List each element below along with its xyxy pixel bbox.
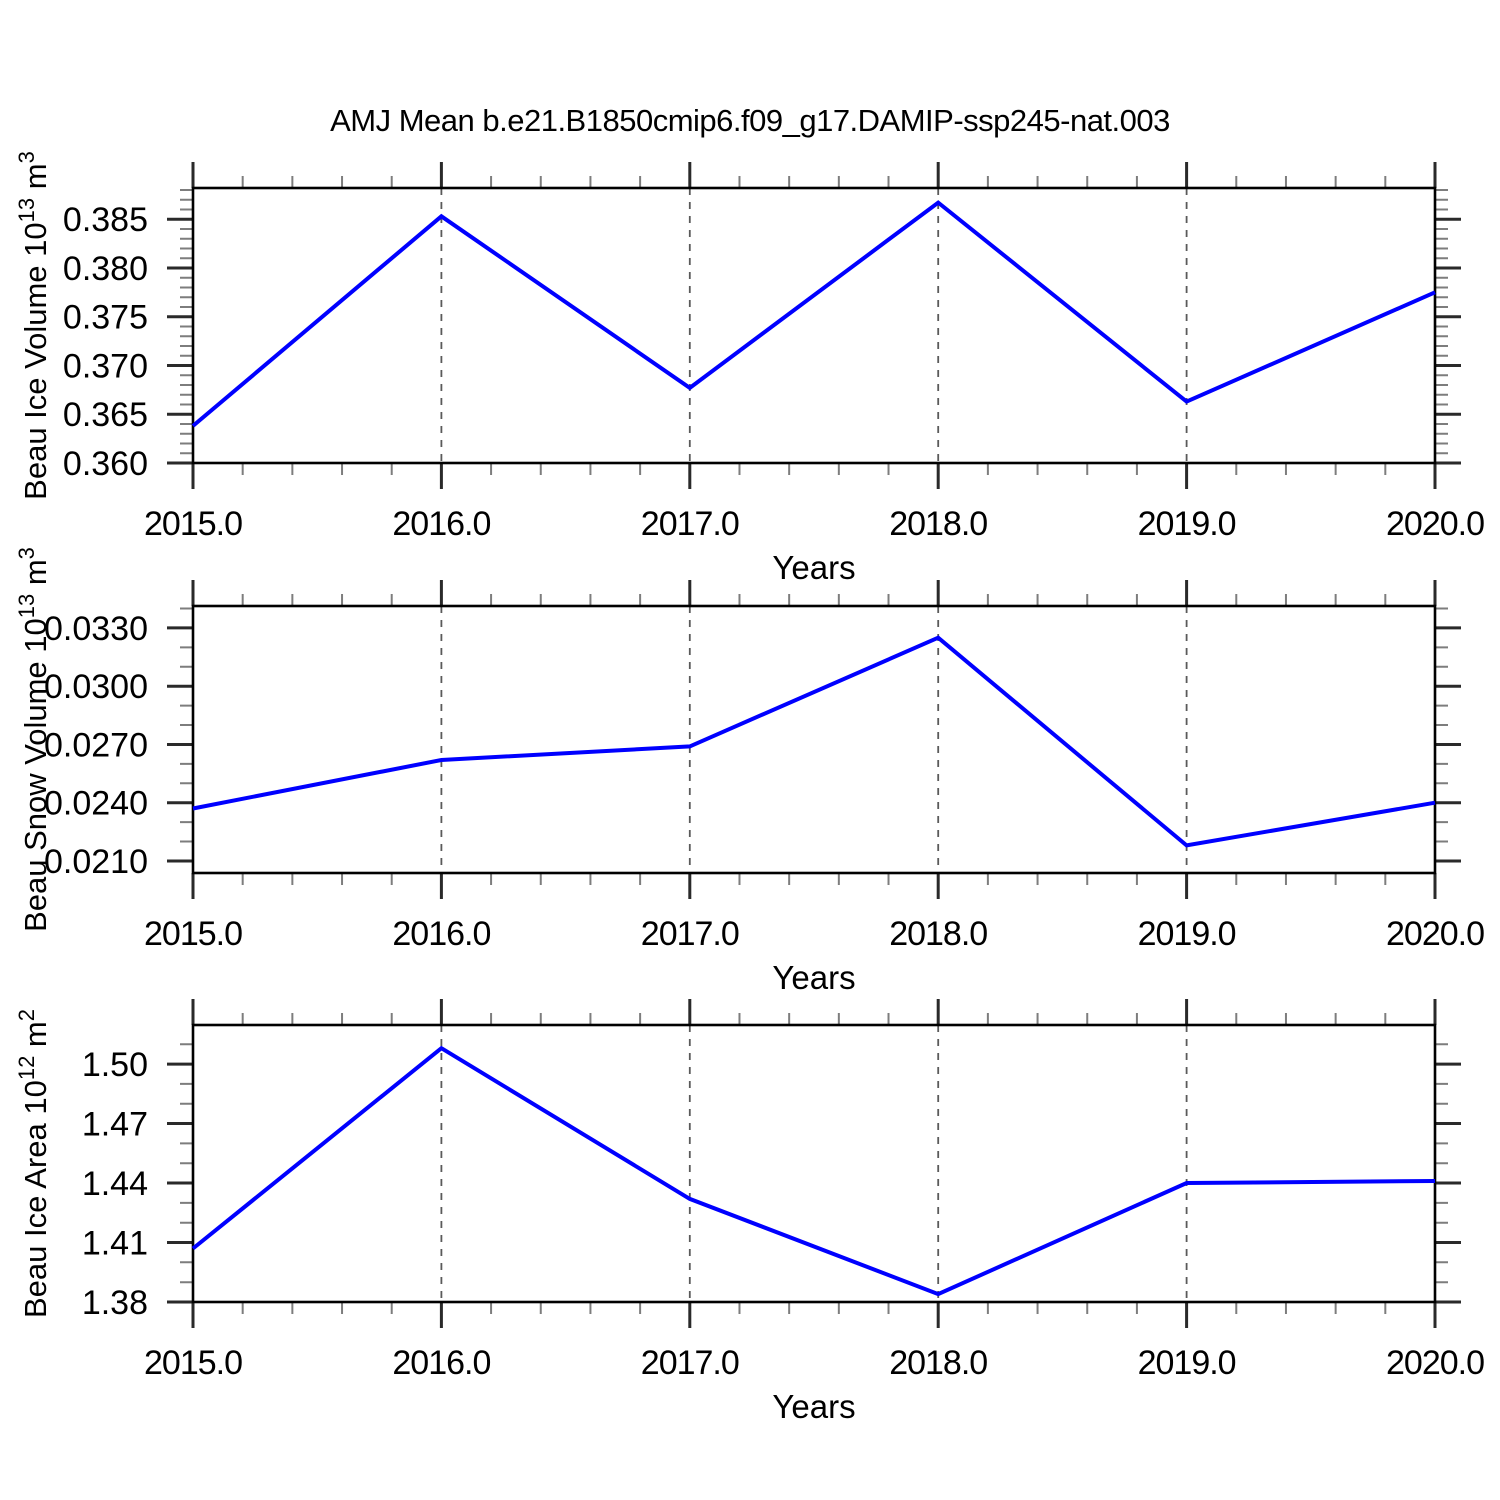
y-tick-label: 1.41 xyxy=(82,1225,148,1263)
y-axis-title: Beau Ice Volume 1013​ m3​ xyxy=(14,151,53,500)
x-axis-title: Years xyxy=(772,1388,855,1425)
panel-beau-snow-volume: 0.0210 0.0240 0.0270 0.0300 0.0330 2015.0 2016… xyxy=(14,547,1485,996)
y-tick-label: 0.375 xyxy=(63,299,148,337)
x-tick-label: 2019.0 xyxy=(1138,915,1236,953)
minor-ticks xyxy=(180,1013,1448,1314)
minor-ticks xyxy=(180,594,1448,885)
y-tick-label: 0.0300 xyxy=(44,668,148,706)
major-ticks xyxy=(167,999,1461,1328)
x-tick-label: 2016.0 xyxy=(392,505,490,543)
x-tick-label: 2018.0 xyxy=(889,1344,987,1382)
x-tick-label: 2016.0 xyxy=(392,915,490,953)
x-axis-title: Years xyxy=(772,959,855,996)
x-tick-label: 2017.0 xyxy=(641,1344,739,1382)
x-axis-title: Years xyxy=(772,549,855,586)
plot-frame xyxy=(191,186,1437,465)
x-tick-label: 2017.0 xyxy=(641,505,739,543)
chart-title: AMJ Mean b.e21.B1850cmip6.f09_g17.DAMIP-… xyxy=(330,103,1170,138)
x-tick-label: 2018.0 xyxy=(889,505,987,543)
y-tick-label: 1.47 xyxy=(82,1106,148,1144)
y-tick-label: 1.50 xyxy=(82,1046,148,1084)
x-tick-label: 2019.0 xyxy=(1138,1344,1236,1382)
y-tick-label: 0.0330 xyxy=(44,610,148,648)
y-axis-title: Beau Snow Volume 1013​ m3​ xyxy=(14,547,53,932)
x-tick-label: 2020.0 xyxy=(1386,505,1484,543)
y-tick-label: 0.365 xyxy=(63,396,148,434)
y-tick-label: 0.360 xyxy=(63,445,148,483)
y-tick-label: 0.0210 xyxy=(44,843,148,881)
plot-frame xyxy=(191,604,1437,875)
x-tick-label: 2020.0 xyxy=(1386,915,1484,953)
panel-beau-ice-volume: 0.360 0.365 0.370 0.375 0.380 0.385 2015.0 2016… xyxy=(14,151,1485,586)
y-tick-label: 0.370 xyxy=(63,347,148,385)
data-line-beau-ice-volume xyxy=(191,200,1436,428)
data-line-beau-ice-area xyxy=(191,1045,1436,1297)
x-tick-label: 2020.0 xyxy=(1386,1344,1484,1382)
major-ticks xyxy=(167,162,1461,489)
y-tick-label: 1.38 xyxy=(82,1284,148,1322)
y-axis-title: Beau Ice Area 1012​ m2​ xyxy=(14,1009,53,1318)
x-tick-label: 2018.0 xyxy=(889,915,987,953)
data-line-beau-snow-volume xyxy=(192,635,1436,848)
x-tick-label: 2015.0 xyxy=(144,915,242,953)
plot-frame xyxy=(191,1023,1437,1304)
y-tick-label: 0.385 xyxy=(63,201,148,239)
x-tick-label: 2015.0 xyxy=(144,505,242,543)
y-tick-label: 0.380 xyxy=(63,250,148,288)
y-tick-label: 0.0270 xyxy=(44,726,148,764)
x-tick-label: 2015.0 xyxy=(144,1344,242,1382)
y-tick-label: 1.44 xyxy=(82,1165,148,1203)
y-tick-label: 0.0240 xyxy=(44,785,148,823)
x-tick-label: 2019.0 xyxy=(1138,505,1236,543)
major-ticks xyxy=(167,580,1461,899)
x-tick-label: 2017.0 xyxy=(641,915,739,953)
panel-beau-ice-area: 1.38 1.41 1.44 1.47 1.50 2015.0 2016.0 2017.0 20… xyxy=(14,999,1485,1425)
x-tick-label: 2016.0 xyxy=(392,1344,490,1382)
minor-ticks xyxy=(180,176,1448,475)
